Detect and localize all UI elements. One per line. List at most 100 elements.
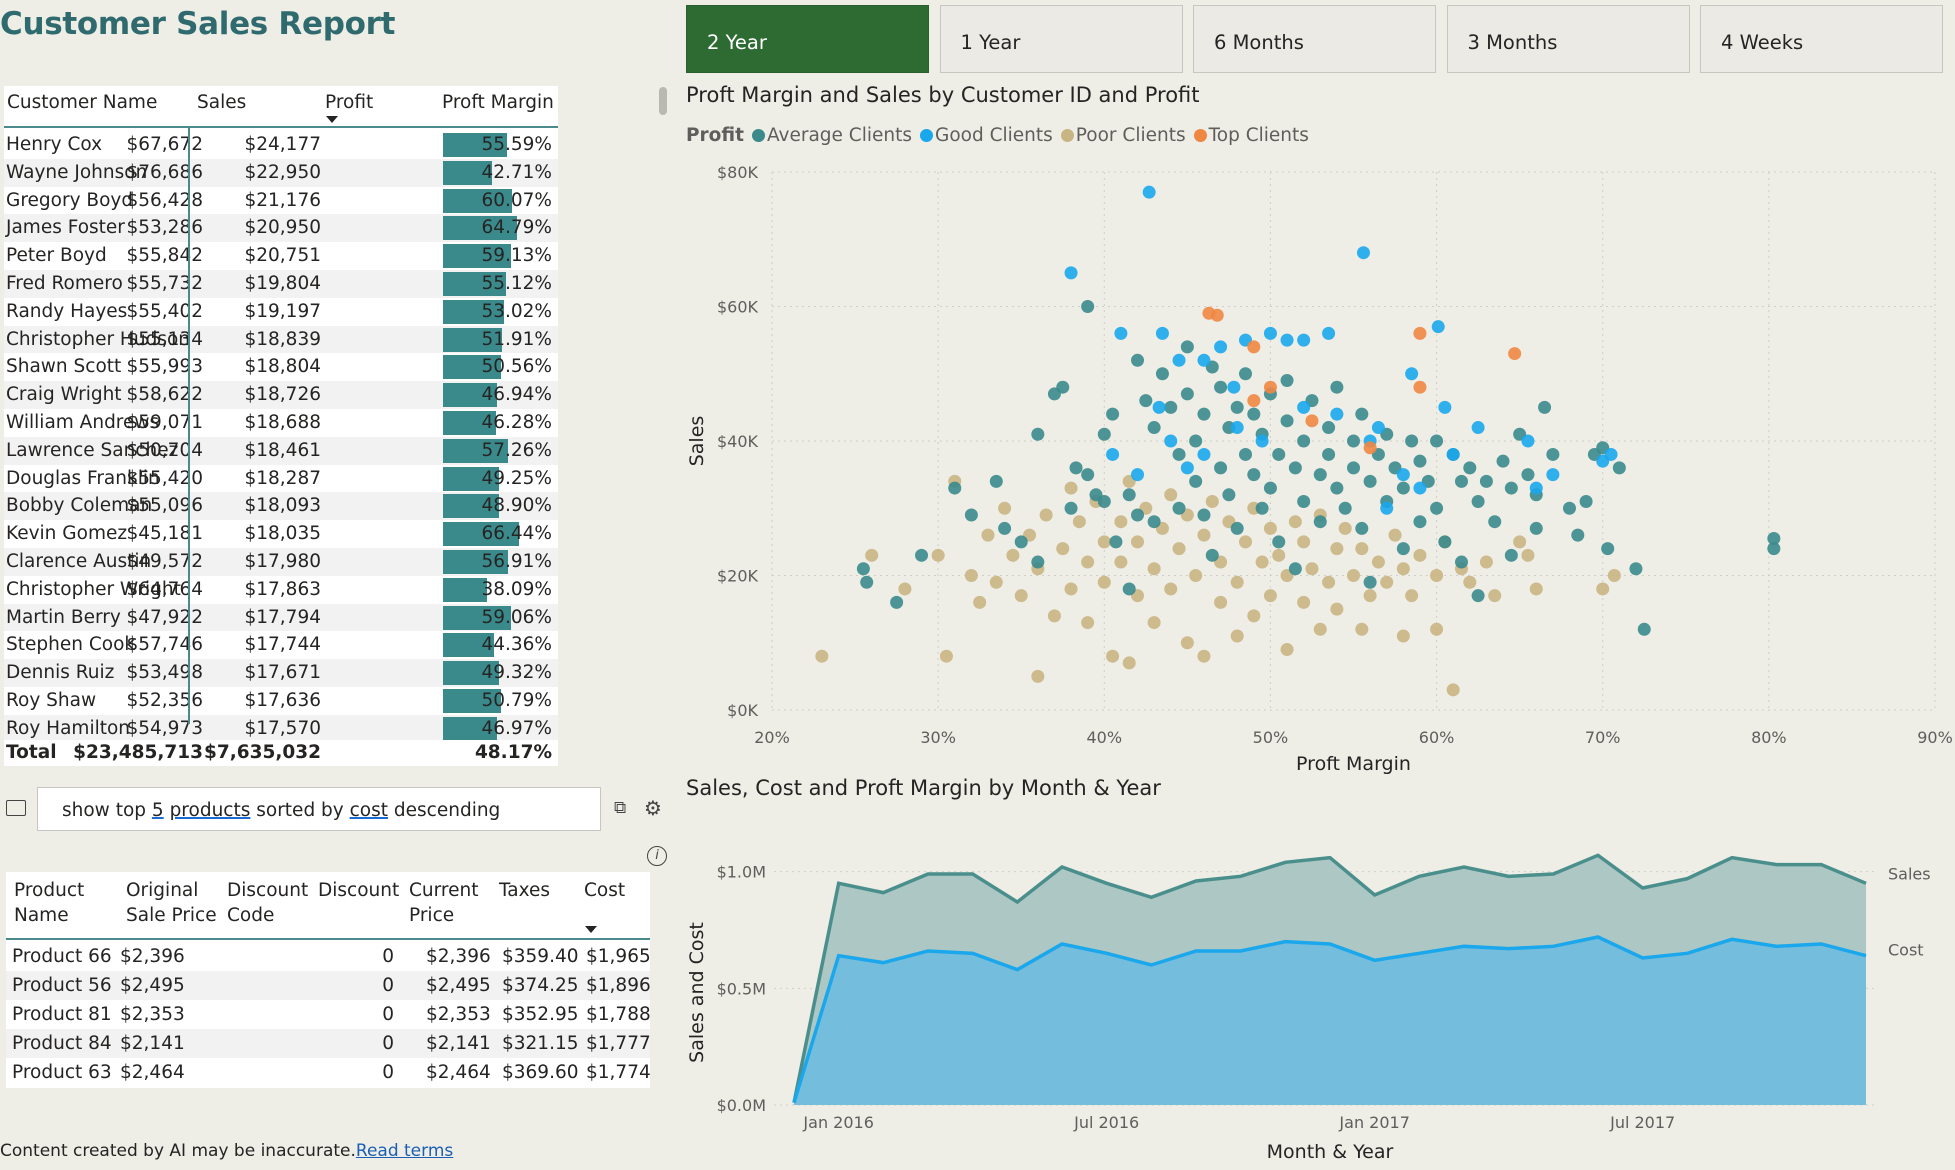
scatter-point[interactable] <box>1280 414 1294 428</box>
scatter-point[interactable] <box>1529 481 1543 495</box>
scatter-point[interactable] <box>1380 501 1394 515</box>
table-row[interactable]: Kevin Gomez $45,181 $18,035 66.44% <box>4 520 558 548</box>
table-row[interactable]: Christopher Hudson $55,134 $18,839 51.91% <box>4 325 558 354</box>
scatter-point[interactable] <box>1197 528 1211 542</box>
scatter-point[interactable] <box>1180 387 1194 401</box>
scatter-point[interactable] <box>1355 407 1369 421</box>
scatter-point[interactable] <box>1430 569 1444 582</box>
col-header-product-name[interactable]: Product Name <box>14 880 85 926</box>
scatter-point[interactable] <box>1322 575 1336 589</box>
scatter-point[interactable] <box>1297 434 1311 448</box>
scatter-point[interactable] <box>1521 468 1535 482</box>
scatter-point[interactable] <box>1147 562 1161 576</box>
scatter-point[interactable] <box>1413 380 1427 394</box>
scatter-point[interactable] <box>1538 400 1552 414</box>
table-row[interactable]: Bobby Coleman $55,096 $18,093 48.90% <box>4 492 558 521</box>
scatter-point[interactable] <box>1122 488 1136 502</box>
scatter-point[interactable] <box>1247 407 1261 421</box>
scatter-point[interactable] <box>1172 447 1186 461</box>
scatter-point[interactable] <box>1479 474 1493 488</box>
table-row[interactable]: Roy Shaw $52,356 $17,636 50.79% <box>4 687 558 715</box>
table-row[interactable]: Stephen Cook $57,746 $17,744 44.36% <box>4 631 558 659</box>
table-row[interactable]: Lawrence Sanchez $50,704 $18,461 57.26% <box>4 436 558 465</box>
scatter-point[interactable] <box>989 575 1003 589</box>
scatter-point[interactable] <box>1255 555 1269 569</box>
scatter-point[interactable] <box>1330 380 1344 394</box>
col-header-cost[interactable]: Cost <box>584 880 626 901</box>
scatter-point[interactable] <box>1097 535 1111 549</box>
scatter-point[interactable] <box>1454 474 1468 488</box>
scatter-point[interactable] <box>1106 407 1120 421</box>
scatter-point[interactable] <box>1081 300 1095 313</box>
scatter-point[interactable] <box>1280 333 1294 347</box>
scatter-point[interactable] <box>1313 515 1327 529</box>
scatter-point[interactable] <box>1288 562 1302 576</box>
scatter-point[interactable] <box>964 508 978 522</box>
scatter-point[interactable] <box>1006 548 1020 562</box>
scatter-point[interactable] <box>1222 488 1236 502</box>
scatter-point[interactable] <box>1230 400 1244 414</box>
scatter-point[interactable] <box>1263 380 1277 394</box>
scatter-point[interactable] <box>1197 353 1211 367</box>
scatter-point[interactable] <box>1305 414 1319 428</box>
scatter-point[interactable] <box>1230 629 1244 643</box>
scatter-point[interactable] <box>1280 642 1294 656</box>
scatter-point[interactable] <box>1056 380 1070 394</box>
period-button-6-months[interactable]: 6 Months <box>1193 5 1436 73</box>
scatter-point[interactable] <box>1405 589 1419 603</box>
scatter-point[interactable] <box>1413 326 1427 340</box>
scatter-point[interactable] <box>1504 548 1518 562</box>
scatter-point[interactable] <box>1064 582 1078 596</box>
table-row[interactable]: Wayne Johnson $76,686 $22,950 42.71% <box>4 158 558 187</box>
scatter-point[interactable] <box>1031 427 1045 441</box>
scatter-point[interactable] <box>1471 589 1485 603</box>
scatter-point[interactable] <box>1255 501 1269 515</box>
scatter-point[interactable] <box>1106 649 1120 663</box>
scatter-point[interactable] <box>1363 575 1377 589</box>
expand-visual-icon[interactable]: ⧉ <box>614 798 627 818</box>
scatter-point[interactable] <box>1347 461 1360 475</box>
scatter-point[interactable] <box>1172 542 1186 556</box>
scatter-point[interactable] <box>1164 488 1178 502</box>
scatter-point[interactable] <box>1106 447 1120 461</box>
scatter-point[interactable] <box>1081 616 1095 630</box>
scatter-point[interactable] <box>1529 582 1543 596</box>
scatter-point[interactable] <box>1297 333 1311 347</box>
gear-icon[interactable]: ⚙ <box>644 796 662 820</box>
period-button-4-weeks[interactable]: 4 Weeks <box>1700 5 1943 73</box>
scatter-point[interactable] <box>1438 400 1452 414</box>
table-row[interactable]: Gregory Boyd $56,428 $21,176 60.07% <box>4 187 558 215</box>
scatter-point[interactable] <box>1214 340 1228 354</box>
table-row[interactable]: William Andrews $59,071 $18,688 46.28% <box>4 409 558 437</box>
col-header-original-sale-price[interactable]: Original Sale Price <box>126 880 217 926</box>
scatter-point[interactable] <box>1064 266 1078 280</box>
scatter-point[interactable] <box>1197 447 1211 461</box>
scatter-point[interactable] <box>1347 434 1360 448</box>
scatter-point[interactable] <box>1380 575 1394 589</box>
period-button-1-year[interactable]: 1 Year <box>939 5 1183 73</box>
scatter-point[interactable] <box>1164 434 1178 448</box>
scatter-point[interactable] <box>1338 501 1352 515</box>
read-terms-link[interactable]: Read terms <box>355 1141 454 1161</box>
scatter-point[interactable] <box>860 575 874 589</box>
scatter-point[interactable] <box>1056 542 1070 556</box>
scatter-point[interactable] <box>1097 495 1111 509</box>
scatter-point[interactable] <box>1272 548 1286 562</box>
scatter-point[interactable] <box>1546 447 1560 461</box>
scatter-point[interactable] <box>931 548 945 562</box>
scatter-point[interactable] <box>1164 582 1178 596</box>
col-header-profit-margin[interactable]: Proft Margin <box>442 92 554 113</box>
scatter-point[interactable] <box>973 595 987 609</box>
scatter-point[interactable] <box>1230 421 1244 435</box>
scatter-point[interactable] <box>1513 535 1527 549</box>
scatter-point[interactable] <box>1081 468 1095 482</box>
scatter-point[interactable] <box>898 582 912 596</box>
scatter-point[interactable] <box>1297 535 1311 549</box>
scatter-point[interactable] <box>1413 481 1427 495</box>
scatter-point[interactable] <box>1014 589 1028 603</box>
scatter-point[interactable] <box>1371 555 1385 569</box>
scatter-point[interactable] <box>1280 373 1294 387</box>
scatter-point[interactable] <box>1330 407 1344 421</box>
scatter-point[interactable] <box>1272 535 1286 549</box>
scatter-point[interactable] <box>1529 521 1543 535</box>
